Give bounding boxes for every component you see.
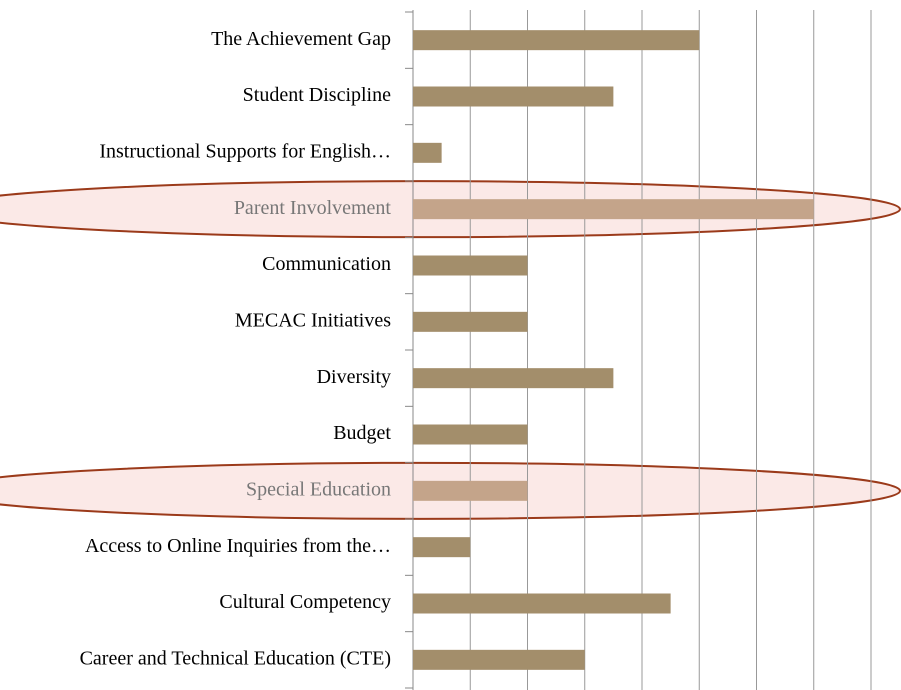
bar [413,368,614,389]
category-label: The Achievement Gap [211,28,391,50]
bar [413,30,700,51]
category-label: Budget [333,422,391,444]
bar [413,142,442,163]
bar [413,86,614,107]
category-label: Special Education [246,478,391,500]
category-label: Access to Online Inquiries from the… [85,535,391,557]
bar [413,537,471,558]
bar [413,593,671,614]
category-label: MECAC Initiatives [235,309,391,331]
category-label: Cultural Competency [219,591,391,613]
bar [413,255,528,276]
category-label: Instructional Supports for English… [99,140,391,162]
bar [413,424,528,445]
bar [413,480,528,501]
category-label: Communication [262,253,391,275]
bar [413,311,528,332]
category-label: Career and Technical Education (CTE) [80,647,391,669]
bar [413,199,814,220]
category-label: Student Discipline [243,84,391,106]
bar [413,649,585,670]
category-label: Diversity [317,366,391,388]
category-label: Parent Involvement [234,197,392,219]
